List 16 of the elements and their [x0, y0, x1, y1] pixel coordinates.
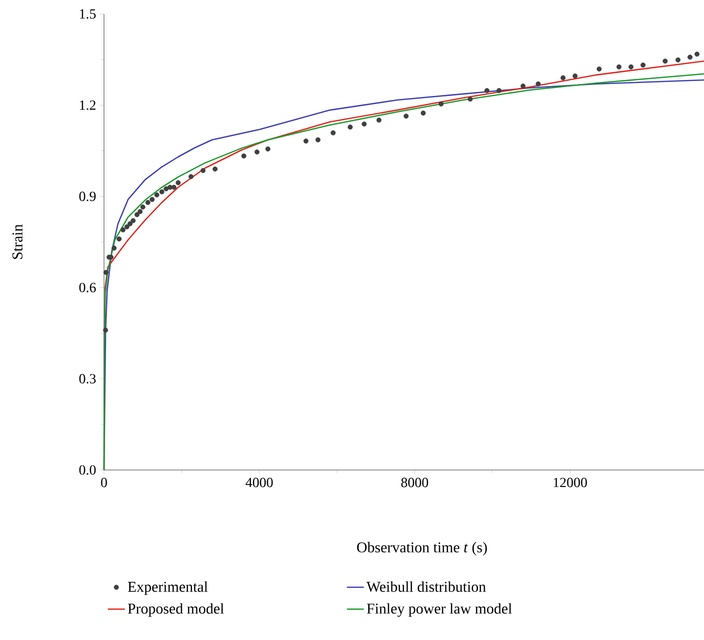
x-tick-label: 12000 — [554, 478, 587, 488]
y-tick-label: 1.5 — [80, 9, 96, 19]
legend-label: Experimental — [128, 581, 208, 595]
legend-label: Proposed model — [128, 603, 224, 617]
y-tick-label: 0.0 — [79, 465, 96, 475]
x-axis-title: Observation time t (s) — [357, 542, 487, 556]
x-tick-label: 0 — [101, 478, 107, 488]
y-tick-label: 0.6 — [79, 282, 96, 292]
legend-label: Finley power law model — [366, 603, 512, 617]
x-tick-label: 4000 — [246, 478, 273, 488]
y-tick-label: 1.2 — [80, 100, 96, 110]
x-tick-label: 8000 — [401, 478, 428, 488]
y-axis-title: Strain — [12, 224, 22, 259]
y-tick-label: 0.3 — [79, 374, 96, 384]
legend-label: Weibull distribution — [366, 581, 486, 592]
y-tick-label: 0.9 — [79, 192, 96, 202]
